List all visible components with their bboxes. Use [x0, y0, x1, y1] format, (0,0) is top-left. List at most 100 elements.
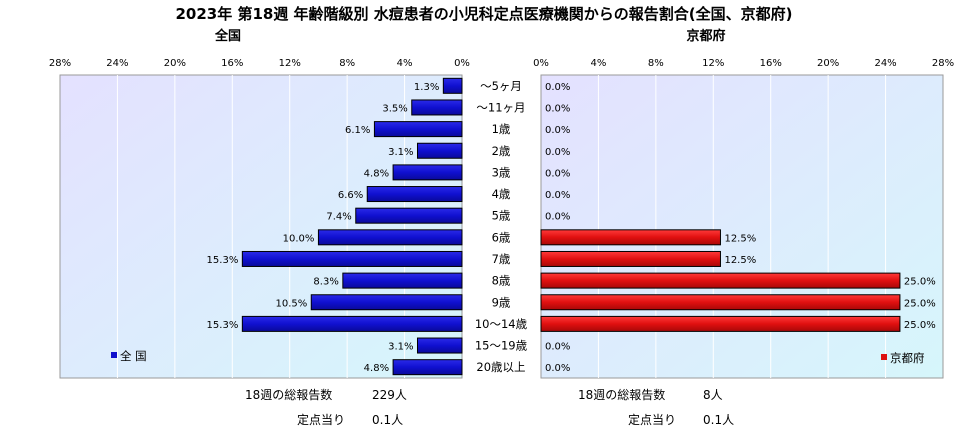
- data-label-left: 10.5%: [275, 298, 307, 309]
- data-label-right: 12.5%: [724, 233, 756, 244]
- category-label: 7歳: [492, 252, 511, 266]
- data-label-right: 0.0%: [545, 103, 570, 114]
- legend-label-right: 京都府: [890, 351, 925, 365]
- category-label: 5歳: [492, 209, 511, 223]
- tick-label-right: 4%: [590, 58, 606, 69]
- bar-left: [416, 142, 463, 159]
- footer-per-value-left: 0.1人: [372, 413, 403, 427]
- category-label: 20歳以上: [476, 360, 525, 374]
- tick-label-right: 20%: [817, 58, 839, 69]
- data-label-left: 3.1%: [388, 147, 413, 158]
- bar-left: [366, 186, 463, 203]
- data-label-right: 0.0%: [545, 125, 570, 136]
- tick-label-left: 4%: [397, 58, 413, 69]
- data-label-left: 8.3%: [313, 277, 338, 288]
- data-label-left: 4.8%: [364, 168, 389, 179]
- bar-left: [241, 315, 463, 332]
- panel-title-left: 全国: [214, 28, 241, 44]
- category-label: ～11ヶ月: [476, 100, 525, 114]
- bar-right: [540, 229, 721, 246]
- footer-per-label-left: 定点当り: [297, 412, 345, 427]
- bars-left: 1.3%3.5%6.1%3.1%4.8%6.6%7.4%10.0%15.3%8.…: [207, 77, 463, 376]
- bar-left: [373, 121, 463, 138]
- bar-left: [416, 337, 463, 354]
- bar-left: [392, 359, 463, 376]
- chart-title: 2023年 第18週 年齢階級別 水痘患者の小児科定点医療機関からの報告割合(全…: [175, 5, 792, 23]
- legend-label-left: 全 国: [120, 349, 147, 363]
- tick-label-left: 8%: [339, 58, 355, 69]
- category-label: 6歳: [492, 230, 511, 244]
- tick-labels-right: 0% 4% 8% 12% 16% 20% 24% 28%: [533, 58, 954, 69]
- data-label-left: 3.5%: [382, 103, 407, 114]
- category-label: 1歳: [492, 122, 511, 136]
- data-label-right: 0.0%: [545, 168, 570, 179]
- panel-title-right: 京都府: [686, 28, 725, 44]
- tick-label-right: 28%: [932, 58, 954, 69]
- category-label: 3歳: [492, 165, 511, 179]
- bar-right: [540, 294, 901, 311]
- data-label-left: 10.0%: [283, 233, 315, 244]
- bar-right: [540, 272, 901, 289]
- footer-per-label-right: 定点当り: [628, 412, 676, 427]
- data-label-left: 7.4%: [326, 212, 351, 223]
- bar-left: [317, 229, 463, 246]
- category-label: 2歳: [492, 144, 511, 158]
- data-label-left: 15.3%: [207, 255, 239, 266]
- legend-marker-left: [111, 352, 117, 358]
- footer-per-value-right: 0.1人: [703, 413, 734, 427]
- legend-marker-right: [881, 354, 887, 360]
- bar-left: [355, 207, 463, 224]
- category-label: 8歳: [492, 274, 511, 288]
- footer-total-label-left: 18週の総報告数: [245, 387, 332, 402]
- tick-label-right: 24%: [874, 58, 896, 69]
- tick-label-right: 16%: [760, 58, 782, 69]
- footer-total-label-right: 18週の総報告数: [578, 387, 665, 402]
- category-label: 15～19歳: [475, 339, 528, 353]
- data-label-left: 1.3%: [414, 82, 439, 93]
- data-label-right: 0.0%: [545, 147, 570, 158]
- category-label: 4歳: [492, 187, 511, 201]
- data-label-right: 0.0%: [545, 342, 570, 353]
- data-label-right: 25.0%: [904, 277, 936, 288]
- footer-total-value-right: 8人: [703, 388, 723, 402]
- footer-total-value-left: 229人: [372, 388, 407, 402]
- data-label-right: 0.0%: [545, 82, 570, 93]
- category-label: 10～14歳: [475, 317, 528, 331]
- tick-label-right: 8%: [648, 58, 664, 69]
- bar-left: [241, 250, 463, 267]
- plot-area-left: [59, 74, 463, 379]
- tick-labels-left: 0% 4% 8% 12% 16% 20% 24% 28%: [49, 58, 470, 69]
- bar-left: [442, 77, 463, 94]
- tick-label-left: 28%: [49, 58, 71, 69]
- tick-label-right: 12%: [702, 58, 724, 69]
- bar-right: [540, 250, 721, 267]
- tick-label-left: 24%: [106, 58, 128, 69]
- plot-area-right: [540, 74, 944, 379]
- tick-label-left: 12%: [279, 58, 301, 69]
- data-label-right: 0.0%: [545, 190, 570, 201]
- data-label-left: 15.3%: [207, 320, 239, 331]
- category-label: 9歳: [492, 295, 511, 309]
- data-label-left: 4.8%: [364, 363, 389, 374]
- data-label-right: 25.0%: [904, 320, 936, 331]
- data-label-left: 3.1%: [388, 342, 413, 353]
- bar-left: [411, 99, 463, 116]
- data-label-right: 25.0%: [904, 298, 936, 309]
- data-label-left: 6.6%: [338, 190, 363, 201]
- bar-left: [310, 294, 463, 311]
- bar-right: [540, 315, 901, 332]
- category-labels: ～5ヶ月 ～11ヶ月 1歳 2歳 3歳 4歳 5歳 6歳 7歳 8歳 9歳 10～14歳 15～19歳 2…: [475, 79, 528, 374]
- data-label-right: 0.0%: [545, 363, 570, 374]
- category-label: ～5ヶ月: [480, 79, 522, 93]
- tick-label-right: 0%: [533, 58, 549, 69]
- bar-left: [342, 272, 463, 289]
- data-label-right: 12.5%: [724, 255, 756, 266]
- tick-label-left: 16%: [221, 58, 243, 69]
- data-label-right: 0.0%: [545, 212, 570, 223]
- tick-label-left: 20%: [164, 58, 186, 69]
- data-label-left: 6.1%: [345, 125, 370, 136]
- tick-label-left: 0%: [454, 58, 470, 69]
- bar-left: [392, 164, 463, 181]
- bars-right: 0.0% 0.0% 0.0% 0.0% 0.0% 0.0% 0.0% 12.5% 12.5% 25…: [540, 82, 936, 374]
